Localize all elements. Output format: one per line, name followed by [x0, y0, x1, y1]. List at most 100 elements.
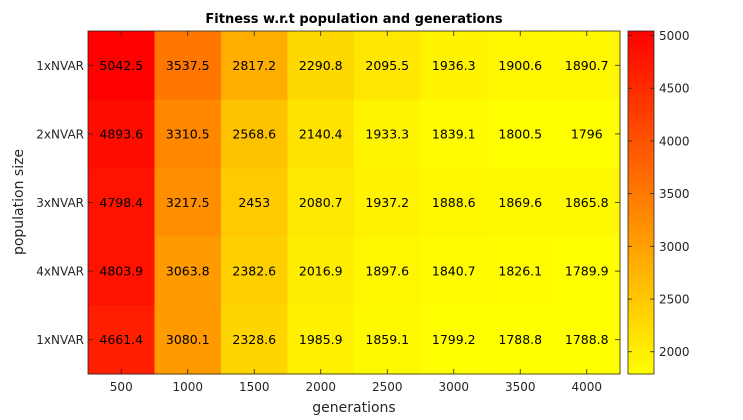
heatmap-cell	[354, 305, 421, 375]
heatmap-cell	[553, 236, 621, 306]
heatmap-cell	[487, 305, 554, 375]
heatmap-cell	[553, 31, 621, 101]
cell-value-label: 2016.9	[299, 264, 343, 279]
cell-value-label: 1796	[571, 126, 603, 141]
heatmap-cell	[420, 31, 488, 101]
heatmap-cell	[88, 31, 155, 101]
heatmap-cell	[154, 31, 222, 101]
x-axis-ticks: 500 1000 1500 2000 2500 3000 3500 4000	[110, 31, 602, 394]
x-axis-label: generations	[312, 400, 395, 416]
cell-value-label: 2290.8	[299, 58, 343, 73]
heatmap-cell	[553, 168, 621, 238]
heatmap-cell	[287, 168, 355, 238]
heatmap-cell	[154, 305, 222, 375]
cell-value-label: 4803.9	[99, 264, 143, 279]
heatmap-cell	[420, 168, 488, 238]
cell-value-label: 1789.9	[565, 264, 609, 279]
heatmap-cell	[487, 168, 554, 238]
heatmap-cell	[154, 99, 222, 169]
cell-value-label: 3310.5	[166, 126, 210, 141]
y-tick-label: 3xNVAR	[36, 196, 84, 210]
heatmap-cell	[487, 236, 554, 306]
colorbar-ticks: 2000 2500 3000 3500 4000 4500 5000	[628, 29, 690, 359]
cell-value-label: 3080.1	[166, 332, 210, 347]
heatmap-cell	[221, 236, 288, 306]
cell-value-label: 2140.4	[299, 126, 343, 141]
cell-value-label: 1937.2	[365, 195, 409, 210]
x-tick-label: 500	[110, 380, 133, 394]
colorbar-tick-label: 3000	[659, 240, 690, 254]
heatmap-cell	[154, 168, 222, 238]
cell-value-label: 1826.1	[498, 264, 542, 279]
y-axis-label: population size	[11, 149, 27, 255]
cell-value-label: 2095.5	[365, 58, 409, 73]
heatmap-cell	[287, 31, 355, 101]
cell-value-label: 1888.6	[432, 195, 476, 210]
cell-value-label: 1897.6	[365, 264, 409, 279]
y-axis-ticks: 1xNVAR 2xNVAR 3xNVAR 4xNVAR 1xNVAR	[36, 59, 620, 347]
heatmap-cell	[88, 236, 155, 306]
heatmap-cell	[287, 99, 355, 169]
cell-value-label: 1788.8	[565, 332, 609, 347]
heatmap-cell	[88, 99, 155, 169]
heatmap-cell	[221, 168, 288, 238]
heatmap-cell	[553, 305, 621, 375]
cell-value-label: 1799.2	[432, 332, 476, 347]
x-tick-label: 2500	[372, 380, 403, 394]
heatmap-cell	[221, 305, 288, 375]
cell-value-label: 4798.4	[99, 195, 143, 210]
x-tick-label: 2000	[305, 380, 336, 394]
colorbar-tick-label: 4500	[659, 82, 690, 96]
heatmap-cells	[88, 31, 621, 375]
heatmap-cell	[420, 236, 488, 306]
heatmap-cell	[88, 305, 155, 375]
cell-value-label: 1869.6	[498, 195, 542, 210]
heatmap-cell	[420, 99, 488, 169]
cell-value-label: 2453	[238, 195, 270, 210]
heatmap-cell	[287, 305, 355, 375]
colorbar-tick-label: 2500	[659, 293, 690, 307]
cell-value-label: 3217.5	[166, 195, 210, 210]
y-tick-label: 4xNVAR	[36, 265, 84, 279]
y-tick-label: 2xNVAR	[36, 127, 84, 141]
cell-value-label: 1839.1	[432, 126, 476, 141]
x-tick-label: 1000	[172, 380, 203, 394]
cell-value-label: 1859.1	[365, 332, 409, 347]
cell-value-label: 5042.5	[99, 58, 143, 73]
colorbar-tick-label: 4000	[659, 134, 690, 148]
cell-value-label: 4893.6	[99, 126, 143, 141]
heatmap-cell	[287, 236, 355, 306]
chart-title: Fitness w.r.t population and generations	[205, 12, 502, 27]
cell-value-label: 1933.3	[365, 126, 409, 141]
x-tick-label: 3000	[438, 380, 469, 394]
cell-value-label: 1890.7	[565, 58, 609, 73]
cell-value-label: 3537.5	[166, 58, 210, 73]
cell-value-label: 3063.8	[166, 264, 210, 279]
heatmap-cell	[221, 31, 288, 101]
cell-value-label: 1936.3	[432, 58, 476, 73]
heatmap-cell	[553, 99, 621, 169]
colorbar-tick-label: 2000	[659, 345, 690, 359]
cell-value-label: 2080.7	[299, 195, 343, 210]
cell-value-label: 2328.6	[232, 332, 276, 347]
colorbar-tick-label: 5000	[659, 29, 690, 43]
x-tick-label: 4000	[571, 380, 602, 394]
y-tick-label: 1xNVAR	[36, 333, 84, 347]
heatmap-cell-labels: 5042.5 3537.5 2817.2 2290.8 2095.5 1936.3 1900…	[99, 58, 608, 347]
cell-value-label: 4661.4	[99, 332, 143, 347]
colorbar-tick-label: 3500	[659, 187, 690, 201]
y-tick-label: 1xNVAR	[36, 59, 84, 73]
x-tick-label: 3500	[505, 380, 536, 394]
cell-value-label: 2568.6	[232, 126, 276, 141]
heatmap-cell	[354, 236, 421, 306]
heatmap-cell	[420, 305, 488, 375]
cell-value-label: 1985.9	[299, 332, 343, 347]
heatmap-cell	[354, 168, 421, 238]
cell-value-label: 2817.2	[232, 58, 276, 73]
cell-value-label: 2382.6	[232, 264, 276, 279]
cell-value-label: 1900.6	[498, 58, 542, 73]
cell-value-label: 1800.5	[498, 126, 542, 141]
cell-value-label: 1840.7	[432, 264, 476, 279]
x-tick-label: 1500	[239, 380, 270, 394]
